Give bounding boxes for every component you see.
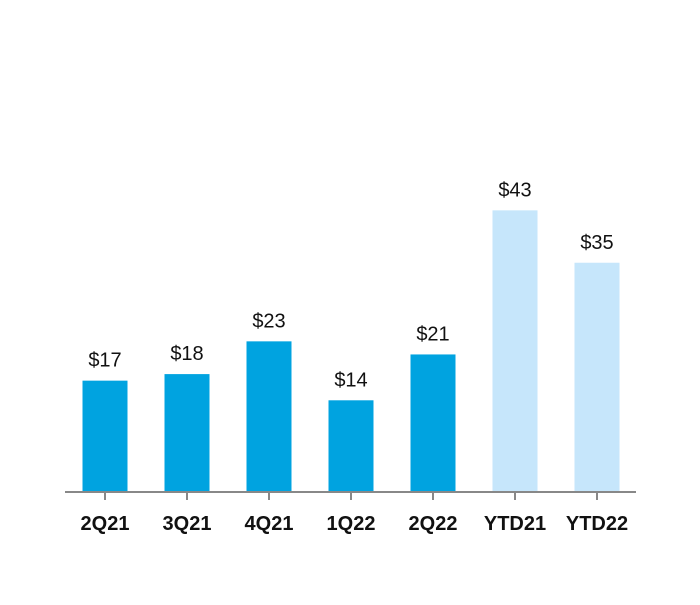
bar-ytd21 (492, 210, 538, 492)
value-labels-layer: $17 $18 $23 $14 $21 $43 $35 (88, 179, 613, 391)
category-label-1q22: 1Q22 (327, 513, 376, 535)
category-label-ytd21: YTD21 (484, 513, 546, 535)
bar-2q21 (82, 380, 128, 492)
bar-2q22 (410, 354, 456, 492)
category-label-ytd22: YTD22 (566, 513, 628, 535)
category-label-2q21: 2Q21 (81, 513, 130, 535)
bar-3q21 (164, 374, 210, 492)
bar-ytd22 (574, 262, 620, 492)
x-axis-ticks (104, 492, 598, 500)
bar-1q22 (328, 400, 374, 492)
value-label-2q22: $21 (416, 323, 449, 345)
bars-layer (82, 210, 620, 492)
value-label-4q21: $23 (252, 310, 285, 332)
category-label-3q21: 3Q21 (163, 513, 212, 535)
value-label-ytd22: $35 (580, 232, 613, 254)
value-label-2q21: $17 (88, 350, 121, 372)
category-label-2q22: 2Q22 (409, 513, 458, 535)
category-label-4q21: 4Q21 (245, 513, 294, 535)
bar-4q21 (246, 341, 292, 492)
value-label-ytd21: $43 (498, 179, 531, 201)
value-label-3q21: $18 (170, 343, 203, 365)
category-labels-layer: 2Q21 3Q21 4Q21 1Q22 2Q22 YTD21 YTD22 (81, 513, 629, 535)
value-label-1q22: $14 (334, 369, 367, 391)
